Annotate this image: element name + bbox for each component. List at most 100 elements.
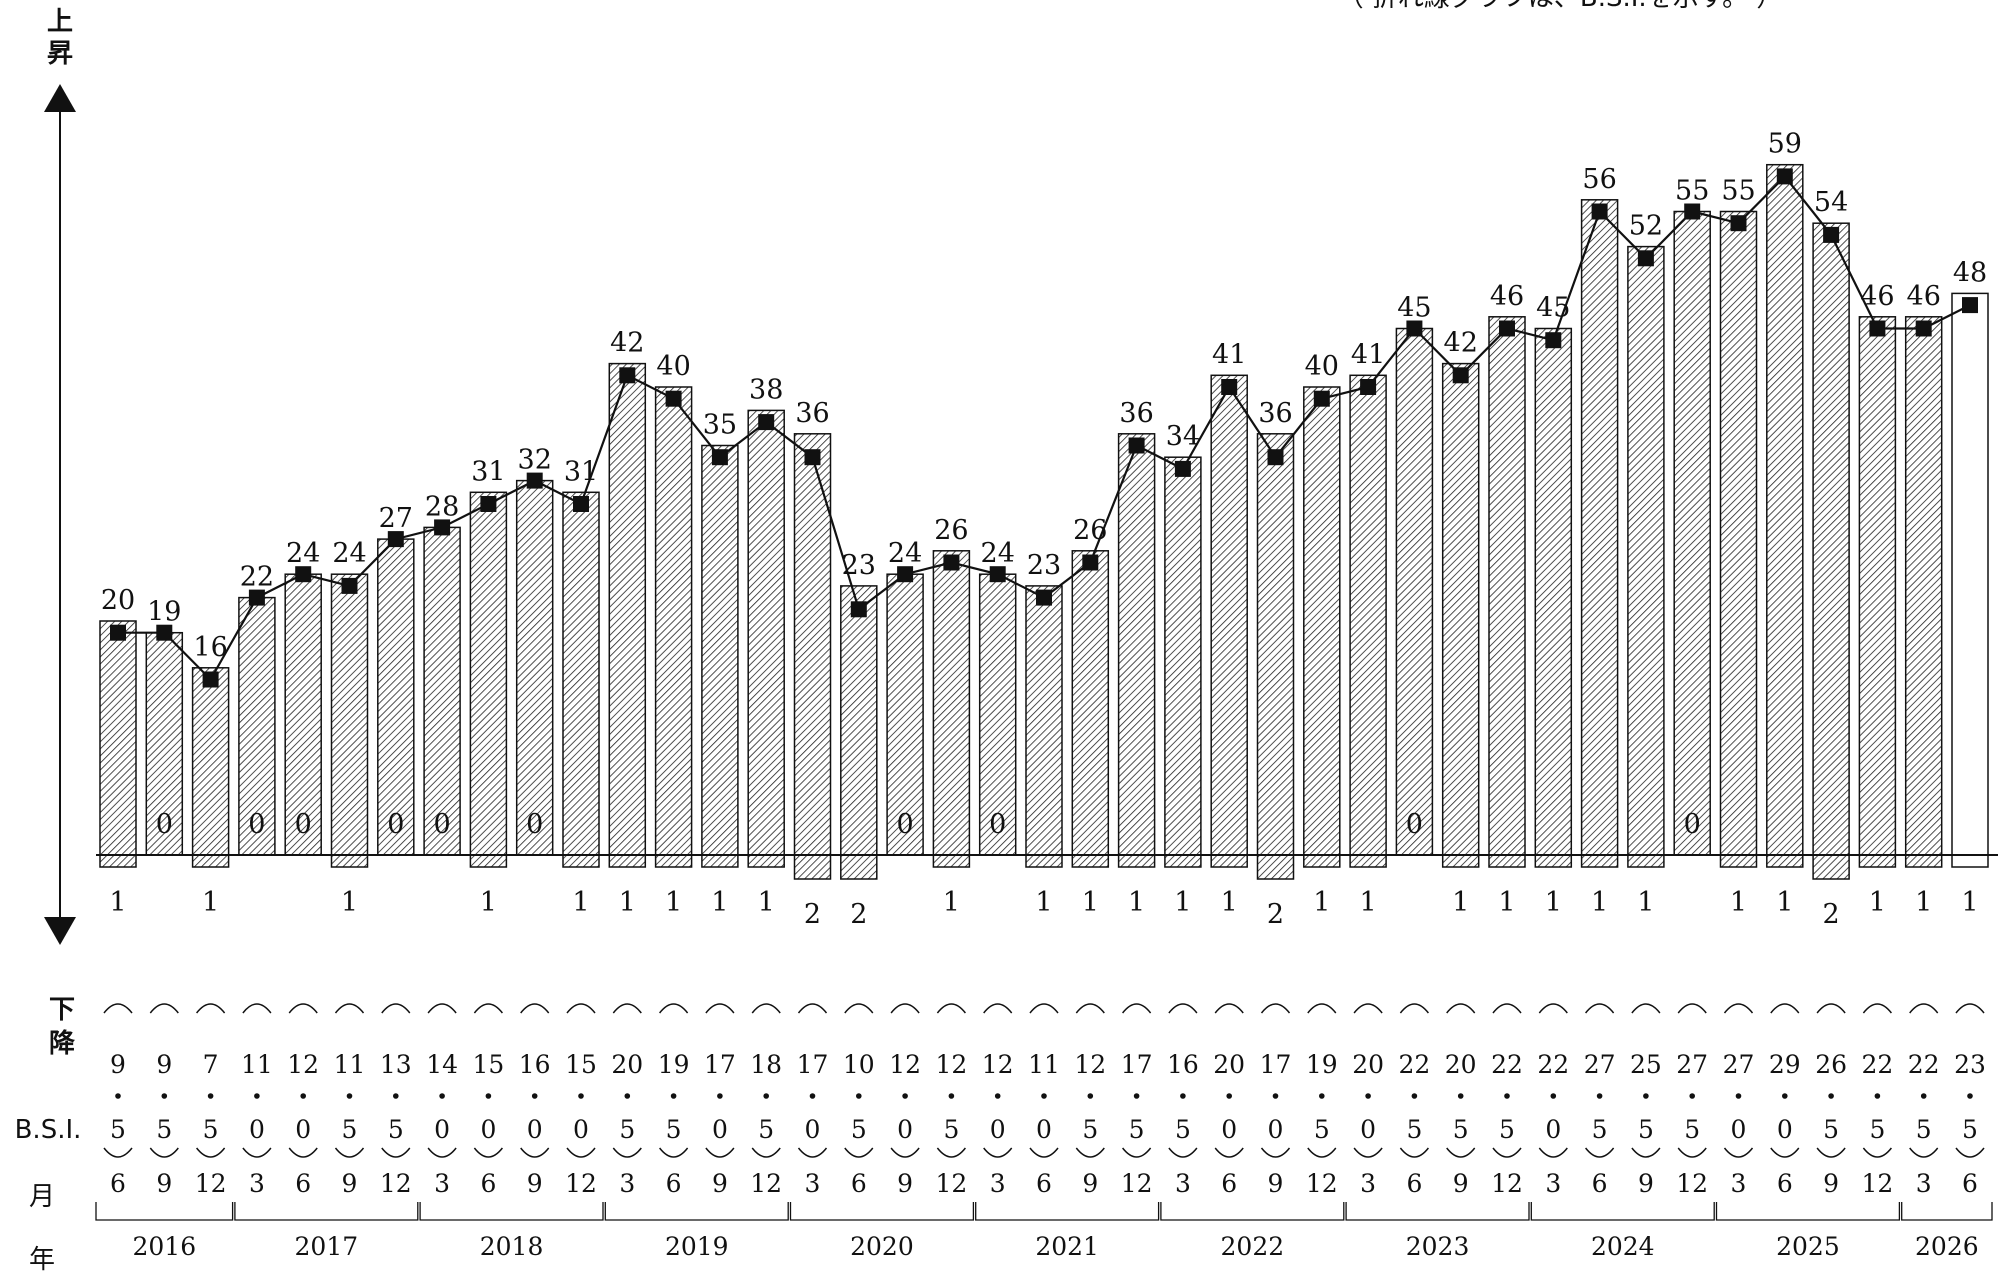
up-value-label: 48 <box>1953 257 1987 288</box>
bsi-fraction-label: 5 <box>1869 1115 1885 1144</box>
up-bar <box>377 538 415 856</box>
bsi-paren-bottom <box>797 1147 828 1158</box>
down-bar <box>1580 854 1619 868</box>
month-tick-label: 3 <box>990 1169 1006 1198</box>
bsi-paren-bottom <box>751 1147 781 1158</box>
bsi-point <box>341 577 358 594</box>
bsi-paren-top <box>1260 1003 1291 1014</box>
bsi-paren-bottom <box>1214 1147 1244 1158</box>
month-tick-label: 9 <box>1823 1169 1839 1198</box>
bsi-fraction-label: 5 <box>1453 1115 1469 1144</box>
bsi-decimal-point <box>207 1093 214 1099</box>
bsi-point <box>1962 297 1978 314</box>
bsi-paren-top <box>196 1003 226 1014</box>
bsi-paren-bottom <box>1399 1147 1429 1158</box>
down-label-1: 下 <box>49 995 75 1025</box>
year-bracket <box>789 1202 975 1221</box>
down-bar <box>1534 854 1573 868</box>
bsi-paren-bottom <box>1585 1147 1615 1158</box>
down-bar <box>793 854 832 880</box>
up-value-label: 38 <box>749 374 783 405</box>
bsi-point <box>1174 460 1191 477</box>
down-value-label: 1 <box>619 887 636 918</box>
bsi-line-layer <box>110 168 1978 688</box>
down-bar <box>1488 854 1526 868</box>
month-tick-label: 6 <box>666 1169 682 1198</box>
month-tick-label: 3 <box>1545 1169 1561 1198</box>
month-tick-label: 3 <box>434 1169 450 1198</box>
bsi-paren-bottom <box>890 1147 920 1158</box>
up-bar <box>515 479 554 856</box>
bsi-point <box>943 554 960 571</box>
month-tick-label: 9 <box>156 1169 172 1198</box>
up-value-label: 28 <box>425 491 459 522</box>
bsi-point <box>1221 379 1238 395</box>
bsi-decimal-point <box>254 1093 260 1099</box>
bsi-fraction-label: 0 <box>897 1115 913 1144</box>
month-row-label: 月 <box>29 1182 55 1212</box>
down-value-label: 1 <box>1174 887 1191 918</box>
month-tick-label: 6 <box>480 1169 496 1198</box>
bsi-fraction-label: 5 <box>1916 1115 1932 1144</box>
up-bar <box>1627 245 1665 856</box>
down-value-label: 2 <box>850 899 867 930</box>
bsi-paren-top <box>1075 1003 1105 1014</box>
bsi-integer-label: 16 <box>1167 1050 1199 1079</box>
year-bracket <box>419 1202 604 1221</box>
bsi-paren-bottom <box>1168 1147 1198 1158</box>
bsi-decimal-point <box>1967 1093 1973 1099</box>
year-row-label: 年 <box>29 1245 55 1271</box>
down-value-label: 1 <box>711 887 728 918</box>
up-label-1: 上 <box>47 7 73 37</box>
bsi-paren-top <box>797 1003 828 1014</box>
up-value-label: 24 <box>888 538 922 569</box>
bsi-decimal-point <box>1041 1093 1047 1099</box>
bsi-paren-bottom <box>1307 1147 1337 1158</box>
bsi-decimal-point <box>300 1093 307 1099</box>
bsi-fraction-label: 5 <box>203 1115 219 1144</box>
month-tick-label: 3 <box>1360 1169 1376 1198</box>
up-value-label: 41 <box>1351 339 1385 370</box>
bsi-paren-top <box>612 1003 642 1014</box>
up-bar <box>1117 433 1156 856</box>
bsi-fraction-label: 0 <box>480 1115 496 1144</box>
bsi-decimal-point <box>115 1093 121 1099</box>
bsi-paren-bottom <box>1909 1147 1939 1158</box>
up-value-label: 40 <box>656 351 690 382</box>
bsi-paren-bottom <box>1260 1147 1291 1158</box>
bsi-decimal-point <box>578 1093 584 1099</box>
up-bar <box>1534 327 1573 856</box>
bsi-paren-top <box>103 1003 133 1014</box>
year-label: 2019 <box>665 1232 729 1261</box>
year-bracket <box>95 1202 234 1221</box>
bsi-point <box>1313 390 1330 407</box>
bsi-paren-bottom <box>1677 1147 1707 1158</box>
up-bar <box>701 444 739 856</box>
bsi-decimal-point <box>763 1093 769 1099</box>
down-value-label: 0 <box>387 809 404 840</box>
up-value-label: 55 <box>1675 176 1709 207</box>
bsi-fraction-label: 0 <box>527 1115 543 1144</box>
month-tick-label: 6 <box>110 1169 126 1198</box>
up-value-label: 41 <box>1212 339 1246 370</box>
up-bar <box>1719 210 1758 856</box>
up-value-label: 42 <box>1444 328 1478 359</box>
bsi-fraction-label: 5 <box>1314 1115 1330 1144</box>
bsi-paren-top <box>1631 1003 1661 1014</box>
month-tick-label: 9 <box>1082 1169 1098 1198</box>
bsi-fraction-label: 5 <box>1175 1115 1191 1144</box>
down-bar <box>654 854 693 868</box>
down-bar <box>1719 854 1758 868</box>
up-bar <box>1766 163 1804 856</box>
down-value-label: 2 <box>1267 899 1284 930</box>
bsi-integer-label: 12 <box>287 1050 319 1079</box>
up-bar <box>330 573 369 856</box>
up-bar <box>284 573 322 856</box>
down-bar <box>932 854 971 868</box>
month-tick-label: 6 <box>851 1169 867 1198</box>
year-label: 2022 <box>1221 1232 1285 1261</box>
bsi-row-label: B.S.I. <box>15 1115 82 1145</box>
month-tick-label: 12 <box>1676 1169 1708 1198</box>
down-bar <box>1766 854 1804 868</box>
down-value-label: 1 <box>943 887 960 918</box>
